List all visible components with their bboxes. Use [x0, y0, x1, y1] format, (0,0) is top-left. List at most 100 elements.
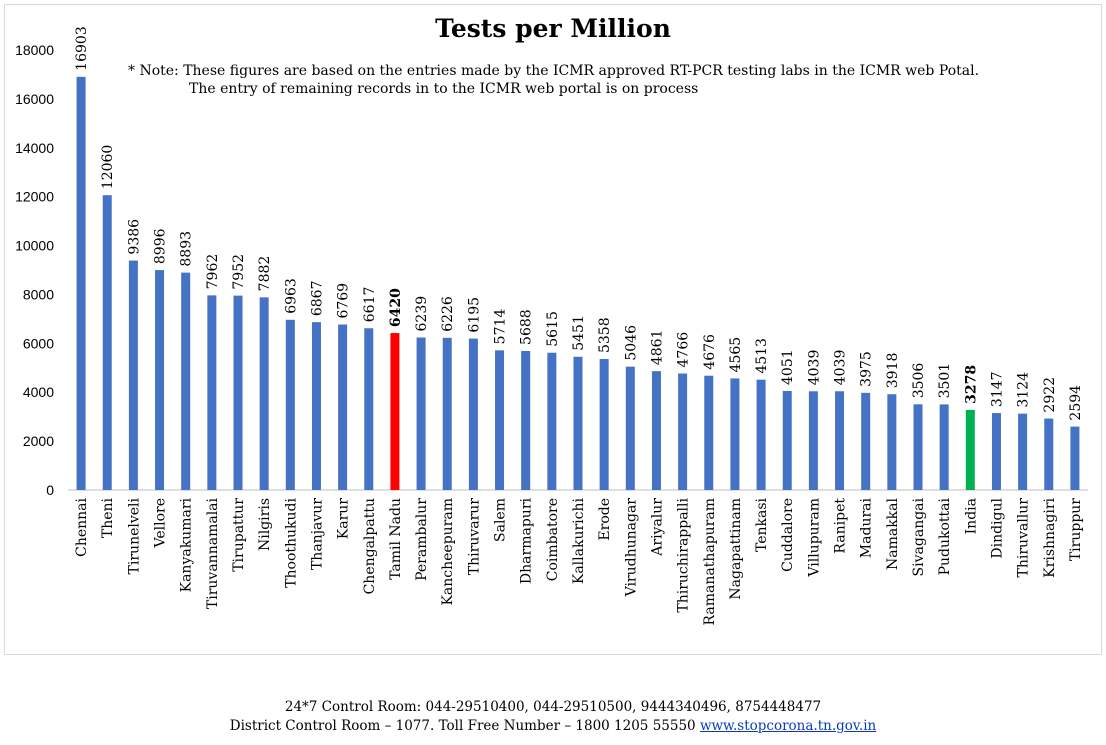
category-label: Tirupattur: [231, 498, 247, 572]
bar-kanyakumari: [181, 272, 191, 490]
value-label: 6420: [388, 288, 404, 327]
category-label: Virudhunagar: [623, 498, 639, 598]
bar-kallakurichi: [573, 356, 583, 490]
bar-salem: [495, 350, 505, 490]
bar-villupuram: [808, 391, 818, 490]
value-label: 4051: [780, 349, 796, 385]
bar-thanjavur: [311, 322, 321, 490]
bar-krishnagiri: [1044, 418, 1054, 490]
value-label: 6195: [466, 297, 482, 333]
value-label: 6769: [336, 283, 352, 319]
category-label: Karur: [336, 498, 352, 540]
bar-thiruchirappalli: [678, 373, 688, 490]
value-label: 6239: [414, 296, 430, 332]
bar-chennai: [76, 76, 86, 490]
y-tick-label: 0: [46, 482, 54, 498]
value-label: 6867: [309, 280, 325, 316]
y-tick-label: 14000: [15, 140, 54, 156]
value-label: 4676: [702, 334, 718, 370]
bar-tiruppur: [1070, 426, 1080, 490]
category-label: Pudukottai: [937, 497, 953, 575]
value-label: 5688: [519, 309, 535, 345]
bar-virudhunagar: [625, 366, 635, 490]
category-label: Thiruvarur: [466, 498, 482, 576]
value-label: 9386: [126, 219, 142, 255]
category-label: Tiruvannamalai: [205, 497, 221, 609]
bar-tirupattur: [233, 295, 243, 490]
value-label: 6963: [283, 278, 299, 314]
value-label: 6617: [362, 287, 378, 323]
bar-theni: [102, 195, 112, 490]
category-label: Ariyalur: [649, 498, 665, 557]
category-label: Tenkasi: [754, 497, 770, 552]
bar-chengalpattu: [364, 328, 374, 490]
category-label: Thanjavur: [309, 498, 325, 570]
bar-chart: 0 2000 4000 6000 8000 10000 12000 14000 16000 180…: [15, 26, 1088, 625]
value-label: 12060: [100, 145, 116, 190]
bar-tenkasi: [756, 379, 766, 490]
category-label: Perambalur: [414, 498, 430, 581]
bar-perambalur: [416, 337, 426, 490]
value-label: 5451: [571, 315, 587, 351]
bar-ranipet: [835, 391, 845, 490]
y-tick-label: 4000: [23, 384, 54, 400]
value-label: 2922: [1042, 377, 1058, 413]
bar-thiruvarur: [468, 338, 478, 490]
category-label: Sivagangai: [911, 497, 927, 576]
value-label: 5615: [545, 311, 561, 347]
footer-district-text: District Control Room – 1077. Toll Free …: [229, 718, 700, 734]
category-label: Chennai: [74, 497, 90, 556]
bar-india: [965, 409, 975, 490]
value-label: 4039: [833, 350, 849, 386]
category-label: Chengalpattu: [362, 498, 378, 594]
category-label: Coimbatore: [545, 498, 561, 581]
value-label: 4861: [649, 330, 665, 366]
value-label: 3278: [963, 365, 979, 404]
value-label: 8996: [153, 228, 169, 264]
value-label: 5714: [493, 309, 509, 345]
value-label: 3124: [1016, 372, 1032, 408]
bar-ariyalur: [651, 371, 661, 490]
category-label: Nilgiris: [257, 498, 273, 551]
footer: 24*7 Control Room: 044-29510400, 044-295…: [0, 698, 1106, 736]
bar-tamil-nadu: [390, 333, 400, 490]
category-label: Ramanathapuram: [702, 498, 718, 625]
chart-title: Tests per Million: [435, 14, 671, 43]
y-tick-label: 8000: [23, 286, 54, 302]
value-label: 7962: [205, 254, 221, 290]
footer-district-line: District Control Room – 1077. Toll Free …: [0, 717, 1106, 736]
bar-dindigul: [991, 413, 1001, 490]
y-tick-label: 18000: [15, 42, 54, 58]
category-label: Thiruchirappalli: [676, 497, 692, 612]
category-label: Kancheepuram: [440, 498, 456, 606]
bar-tirunelveli: [128, 260, 138, 490]
bar-nilgiris: [259, 297, 269, 490]
bar-pudukottai: [939, 404, 949, 490]
category-label: Krishnagiri: [1042, 497, 1058, 577]
category-label: Ranipet: [833, 498, 849, 554]
y-tick-label: 12000: [15, 189, 54, 205]
bar-dharmapuri: [521, 350, 531, 490]
category-label: Cuddalore: [780, 498, 796, 572]
category-label: Dharmapuri: [519, 497, 535, 584]
value-label: 16903: [74, 26, 90, 71]
value-label: 3975: [859, 351, 875, 387]
bar-madurai: [861, 392, 871, 490]
category-label: Villupuram: [806, 498, 822, 578]
category-label: Salem: [493, 498, 509, 542]
category-label: Tiruppur: [1068, 498, 1084, 561]
value-label: 7952: [231, 254, 247, 290]
category-label: Thoothukudi: [283, 497, 299, 587]
category-label: Nagapattinam: [728, 498, 744, 600]
stopcorona-link[interactable]: www.stopcorona.tn.gov.in: [699, 718, 877, 734]
chart-note: * Note: These figures are based on the e…: [128, 62, 1088, 98]
bar-vellore: [155, 270, 165, 490]
value-label: 2594: [1068, 385, 1084, 421]
value-label: 4766: [676, 332, 692, 368]
bar-tiruvannamalai: [207, 295, 217, 490]
value-label: 3501: [937, 363, 953, 399]
bar-erode: [599, 359, 609, 490]
value-label: 7882: [257, 256, 273, 292]
note-line-1: * Note: These figures are based on the e…: [128, 63, 980, 79]
bar-sivagangai: [913, 404, 923, 490]
